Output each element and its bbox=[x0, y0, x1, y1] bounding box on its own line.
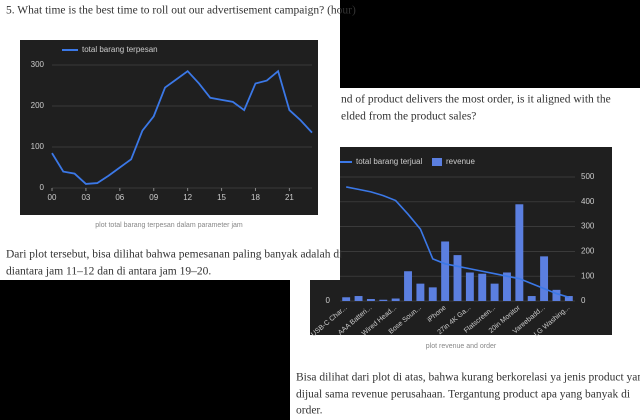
bar bbox=[366, 299, 375, 301]
line bbox=[51, 69, 313, 185]
bar bbox=[354, 296, 363, 301]
caption: plot total barang terpesan dalam paramet… bbox=[95, 222, 243, 229]
y-tick-label: 300 bbox=[31, 60, 45, 69]
heading: nd of product delivers the most order, i… bbox=[341, 94, 611, 106]
line bbox=[346, 186, 570, 299]
paragraph: order. bbox=[296, 405, 323, 417]
legend-label: total barang terjual bbox=[356, 157, 422, 166]
y2-tick-label: 200 bbox=[581, 247, 595, 256]
bar bbox=[453, 255, 462, 301]
bar bbox=[564, 296, 573, 301]
bar bbox=[515, 204, 524, 301]
bar bbox=[552, 289, 561, 301]
bar bbox=[540, 256, 549, 301]
x-tick-label: 09 bbox=[149, 193, 158, 202]
x-tick-label: 18 bbox=[251, 193, 260, 202]
paragraph: dijual sama revenue perusahaan. Tergantu… bbox=[296, 389, 630, 401]
legend-swatch bbox=[432, 158, 442, 166]
paragraph: Dari plot tersebut, bisa dilihat bahwa p… bbox=[6, 249, 342, 261]
bar bbox=[428, 287, 437, 301]
heading: 5. What time is the best time to roll ou… bbox=[6, 5, 356, 17]
card: 5. What time is the best time to roll ou… bbox=[0, 0, 356, 280]
legend-label: revenue bbox=[446, 157, 475, 166]
x-tick-label: 21 bbox=[285, 193, 294, 202]
bar bbox=[503, 272, 511, 301]
x-tick-label: 06 bbox=[115, 193, 124, 202]
bar bbox=[441, 241, 450, 301]
y-tick-label: 100 bbox=[31, 142, 45, 151]
bar bbox=[490, 283, 499, 301]
bar bbox=[527, 296, 536, 301]
chart-bg bbox=[310, 147, 612, 335]
bar bbox=[379, 299, 388, 301]
legend-label: total barang terpesan bbox=[82, 45, 158, 54]
chart-bg bbox=[20, 40, 318, 215]
y2-tick-label: 0 bbox=[581, 296, 586, 305]
x-tick-label: 12 bbox=[183, 193, 192, 202]
y2-tick-label: 400 bbox=[581, 197, 595, 206]
bar bbox=[416, 283, 425, 301]
bar bbox=[342, 297, 351, 301]
y2-tick-label: 300 bbox=[581, 222, 595, 231]
paragraph: diantara jam 11–12 dan di antara jam 19–… bbox=[6, 266, 211, 278]
heading: elded from the product sales? bbox=[341, 111, 476, 123]
bar bbox=[404, 271, 412, 301]
x-tick-label: 00 bbox=[48, 193, 57, 202]
bar bbox=[478, 273, 487, 301]
paragraph: Bisa dilihat dari plot di atas, bahwa ku… bbox=[296, 372, 640, 384]
y2-tick-label: 500 bbox=[581, 172, 595, 181]
card: nd of product delivers the most order, i… bbox=[290, 88, 640, 420]
bar bbox=[465, 272, 474, 301]
bar bbox=[391, 298, 400, 301]
y-tick-label: 0 bbox=[40, 183, 45, 192]
y2-tick-label: 100 bbox=[581, 271, 595, 280]
y-tick-label: 200 bbox=[31, 101, 45, 110]
caption: plot revenue and order bbox=[426, 343, 497, 350]
x-tick-label: 03 bbox=[81, 193, 90, 202]
x-tick-label: 15 bbox=[217, 193, 226, 202]
y-tick-label: 0 bbox=[326, 296, 331, 305]
